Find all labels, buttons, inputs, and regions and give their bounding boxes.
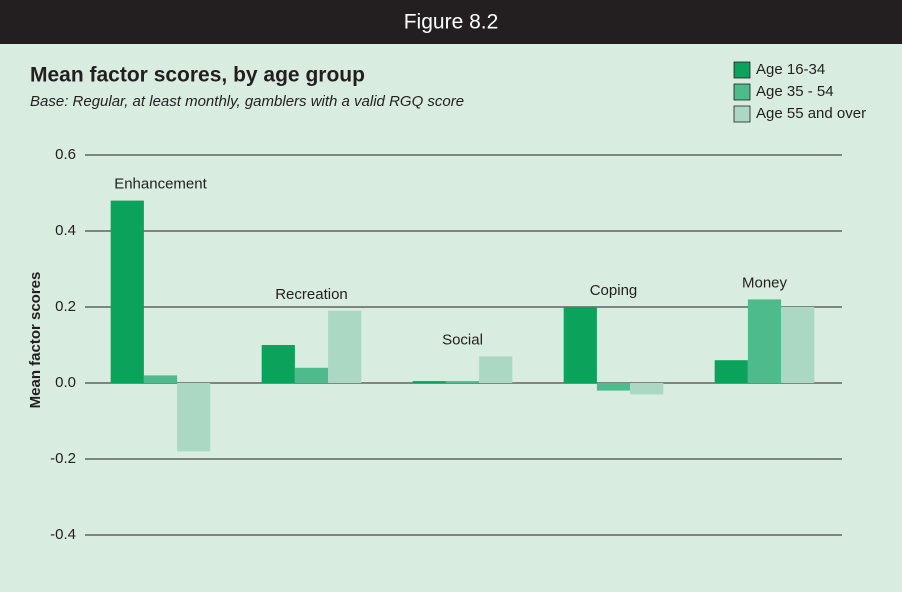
- legend-label: Age 35 - 54: [756, 83, 834, 100]
- bar: [596, 383, 631, 391]
- category-label: Recreation: [275, 286, 348, 303]
- legend-swatch: [733, 105, 751, 123]
- bar: [781, 307, 815, 383]
- bar: [412, 381, 446, 383]
- legend-swatch: [733, 83, 751, 101]
- y-tick-label: 0.0: [55, 374, 76, 391]
- y-tick-label: 0.2: [55, 298, 76, 315]
- chart-subtitle: Base: Regular, at least monthly, gambler…: [30, 93, 464, 110]
- category-label: Money: [742, 274, 788, 291]
- bar: [177, 383, 211, 452]
- y-tick-label: -0.2: [50, 450, 76, 467]
- bar: [445, 381, 480, 383]
- y-tick-label: 0.6: [55, 146, 76, 163]
- bar: [479, 356, 513, 383]
- category-label: Social: [442, 331, 483, 348]
- bar: [747, 299, 782, 383]
- category-label: Coping: [590, 282, 638, 299]
- legend-swatch: [733, 61, 751, 79]
- bar: [328, 310, 362, 383]
- bar: [143, 375, 178, 383]
- legend-label: Age 16-34: [756, 61, 825, 78]
- bar: [261, 345, 295, 383]
- bar: [714, 360, 748, 383]
- bar: [110, 200, 144, 383]
- bar: [563, 307, 597, 383]
- bar: [630, 383, 664, 395]
- header-bar: [0, 0, 902, 44]
- category-label: Enhancement: [114, 176, 207, 193]
- y-tick-label: -0.4: [50, 526, 76, 543]
- bar: [294, 367, 329, 383]
- y-tick-label: 0.4: [55, 222, 76, 239]
- legend-label: Age 55 and over: [756, 105, 866, 122]
- chart-title: Mean factor scores, by age group: [30, 64, 365, 87]
- header: Figure 8.2: [404, 11, 499, 34]
- y-axis-label: Mean factor scores: [27, 272, 44, 409]
